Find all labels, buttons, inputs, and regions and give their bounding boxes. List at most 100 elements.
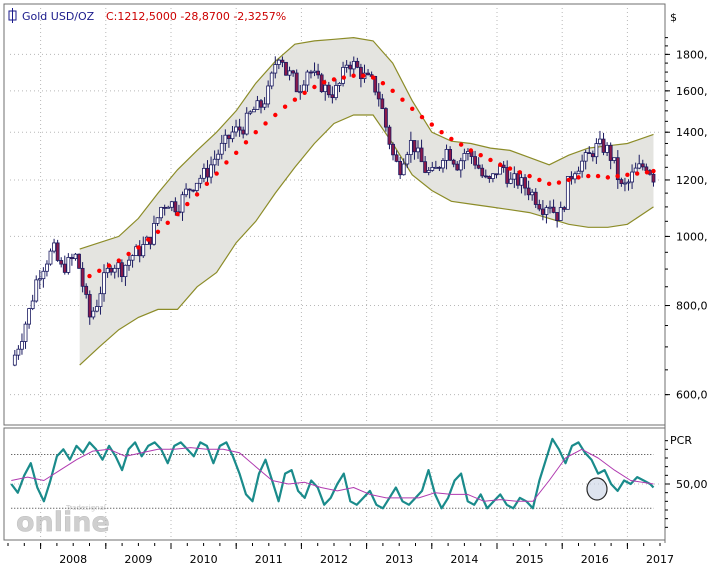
sar-dot	[419, 114, 425, 120]
sar-dot	[458, 142, 464, 147]
sar-dot	[136, 245, 141, 250]
candle	[130, 254, 135, 268]
tradesignal-logo: Tradesignal online	[16, 504, 110, 538]
candle	[27, 307, 31, 329]
candle	[394, 150, 399, 163]
candle	[134, 244, 139, 257]
instrument-name: Gold USD/OZ	[22, 10, 95, 23]
time-axis-area	[0, 543, 708, 571]
candle	[483, 169, 488, 179]
candle	[651, 171, 656, 187]
candle	[287, 66, 292, 81]
candle	[601, 132, 606, 156]
price-tick-label: 1400,	[676, 126, 708, 139]
sar-dot	[400, 97, 405, 102]
candle	[234, 119, 238, 137]
price-tick-label: 1800,	[676, 48, 708, 61]
candle	[373, 75, 378, 96]
candle	[573, 171, 577, 184]
candle	[448, 146, 453, 161]
candle	[376, 83, 381, 107]
candle	[259, 98, 263, 114]
sar-dot	[370, 75, 376, 80]
sar-dot	[527, 173, 532, 179]
candle	[615, 150, 620, 189]
candle	[423, 156, 428, 174]
candle	[37, 270, 42, 290]
candle	[491, 173, 495, 183]
candle	[123, 264, 128, 286]
candle	[605, 142, 609, 157]
candle	[173, 197, 178, 216]
sar-dot	[517, 170, 523, 175]
year-tick-label: 2009	[124, 553, 152, 566]
candle	[562, 205, 567, 213]
sar-dot	[175, 211, 180, 217]
candle	[273, 56, 278, 79]
candle	[355, 57, 360, 69]
sar-dot	[439, 130, 444, 135]
sar-dot	[87, 273, 92, 279]
candle	[284, 61, 288, 76]
candle	[280, 56, 285, 68]
sar-dot	[634, 171, 640, 176]
candle	[223, 129, 228, 152]
candle	[334, 78, 338, 101]
candle	[476, 157, 481, 170]
sar-dot	[214, 171, 219, 176]
candle	[494, 173, 499, 179]
sar-dot	[243, 140, 249, 145]
candle	[548, 200, 552, 214]
candle	[205, 160, 210, 184]
price-tick-label: 1000,	[676, 230, 708, 243]
candle	[441, 158, 445, 173]
sar-dot	[410, 106, 415, 111]
candle	[426, 166, 431, 176]
candle	[230, 125, 235, 143]
sar-dot	[605, 175, 611, 180]
candle	[612, 157, 617, 164]
sar-dot	[165, 220, 170, 225]
candle	[516, 170, 520, 189]
candle	[412, 140, 417, 160]
sar-dot	[488, 157, 493, 163]
svg-text:online: online	[16, 507, 110, 538]
sar-dot	[155, 229, 161, 235]
candle	[162, 204, 167, 216]
price-tick-label: 600,0	[676, 389, 708, 402]
candle	[294, 69, 299, 93]
candle	[237, 118, 242, 137]
envelope-band	[79, 37, 654, 366]
candle	[77, 253, 81, 269]
lower-band-line	[79, 114, 654, 366]
candle	[12, 349, 17, 367]
price-tick-label: 1200,	[676, 174, 708, 187]
candle	[576, 166, 581, 175]
price-tick-label: 800,0	[676, 300, 708, 313]
candle	[594, 138, 599, 164]
sar-dot	[116, 258, 122, 263]
year-tick-label: 2017	[646, 553, 674, 566]
sar-dot	[556, 180, 562, 185]
candle	[20, 333, 24, 355]
sar-dot	[194, 192, 200, 197]
candle	[437, 166, 442, 172]
candle	[266, 80, 271, 108]
candle	[241, 126, 246, 139]
year-tick-label: 2013	[385, 553, 413, 566]
candle	[383, 107, 388, 132]
candle	[66, 253, 71, 275]
sar-dot	[507, 166, 513, 171]
candle	[348, 61, 353, 77]
candle	[116, 260, 121, 278]
candle	[569, 171, 574, 185]
candle	[623, 177, 627, 192]
sar-dot	[566, 177, 571, 183]
candle	[344, 60, 349, 73]
candle	[73, 252, 78, 261]
candle	[519, 171, 524, 194]
sar-dot	[273, 112, 278, 118]
sar-dot	[224, 160, 229, 165]
candle	[430, 161, 435, 172]
